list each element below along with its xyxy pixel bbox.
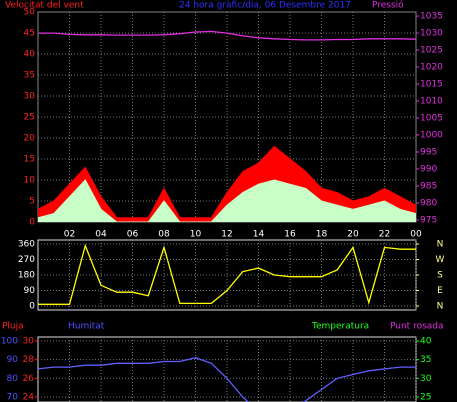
y2-tick-label: 40: [420, 336, 432, 346]
y-tick-label: 20: [24, 134, 36, 144]
y2-tick-label: E: [437, 286, 443, 296]
y-tick-label: 50: [24, 8, 36, 18]
y-tick-label: 0: [29, 302, 35, 312]
y2-axis-label: Pressió: [372, 0, 404, 11]
x-tick-label: 14: [253, 230, 265, 240]
y2-tick-label: N: [437, 302, 444, 312]
y-tick-label: 5: [29, 197, 35, 207]
x-tick-label: 10: [190, 230, 202, 240]
y-axis-label: Velocitat del vent: [5, 1, 84, 11]
x-tick-label: 22: [379, 230, 390, 240]
legend-entry: Punt rosada: [390, 322, 444, 332]
y2-tick-label: 985: [420, 181, 437, 191]
y2-tick-label: 980: [420, 198, 437, 208]
y2-tick-label: 30: [420, 374, 432, 384]
chart-title: 24 hora gràfic/dia, 06 Desembre 2017: [179, 1, 351, 11]
y2-tick-label: 975: [420, 215, 437, 225]
x-tick-label: 06: [127, 230, 139, 240]
y-tick-label: 360: [18, 239, 35, 249]
plot-area: [38, 30, 416, 222]
y-tick-label: 180: [18, 271, 35, 281]
rain-tick-label: 30: [23, 337, 35, 347]
x-tick-label: 02: [64, 230, 75, 240]
y2-tick-label: 1005: [420, 114, 443, 124]
y2-tick-label: 995: [420, 148, 437, 158]
y-tick-label: 25: [24, 113, 35, 123]
y-tick-label: 100: [1, 336, 18, 346]
rain-tick-label: 28: [23, 355, 35, 365]
x-tick-label: 08: [158, 230, 170, 240]
y2-tick-label: 1030: [420, 29, 443, 39]
rain-tick-label: 26: [23, 374, 35, 384]
y2-tick-label: 1035: [420, 12, 443, 22]
y-tick-label: 80: [7, 374, 19, 384]
y2-tick-label: W: [436, 255, 445, 265]
y2-tick-label: 1020: [420, 63, 443, 73]
plot-area: [38, 243, 416, 305]
y-tick-label: 30: [24, 92, 36, 102]
x-tick-label: 04: [95, 230, 107, 240]
y-tick-label: 0: [29, 218, 35, 228]
x-tick-label: 12: [221, 230, 232, 240]
y-tick-label: 10: [24, 176, 36, 186]
plot-area: [38, 357, 416, 402]
legend-entry: Temperatura: [311, 322, 369, 332]
y-tick-label: 270: [18, 255, 35, 265]
y-tick-label: 45: [24, 29, 35, 39]
series-line: [38, 243, 416, 305]
y-tick-label: 35: [24, 71, 35, 81]
y2-tick-label: N: [437, 239, 444, 249]
y-tick-label: 40: [24, 50, 36, 60]
y2-tick-label: 25: [420, 392, 431, 402]
x-tick-label: 20: [347, 230, 359, 240]
y2-tick-label: S: [437, 271, 443, 281]
x-tick-label: 18: [316, 230, 328, 240]
wind-area: [38, 179, 416, 222]
y-tick-label: 90: [7, 355, 19, 365]
legend-entry: Pluja: [2, 322, 24, 332]
y2-tick-label: 1015: [420, 80, 443, 90]
y-tick-label: 70: [7, 392, 19, 402]
y-tick-label: 15: [24, 155, 35, 165]
y2-tick-label: 1010: [420, 97, 443, 107]
x-tick-label: 16: [284, 230, 296, 240]
y2-tick-label: 1025: [420, 46, 443, 56]
y-tick-label: 90: [24, 286, 36, 296]
rain-tick-label: 24: [23, 392, 35, 402]
y2-tick-label: 1000: [420, 131, 443, 141]
series-line: [38, 30, 416, 41]
legend-entry: Humitat: [68, 322, 105, 332]
y2-tick-label: 990: [420, 164, 437, 174]
x-tick-label: 00: [410, 230, 422, 240]
y2-tick-label: 35: [420, 355, 431, 365]
series-line: [38, 357, 416, 402]
